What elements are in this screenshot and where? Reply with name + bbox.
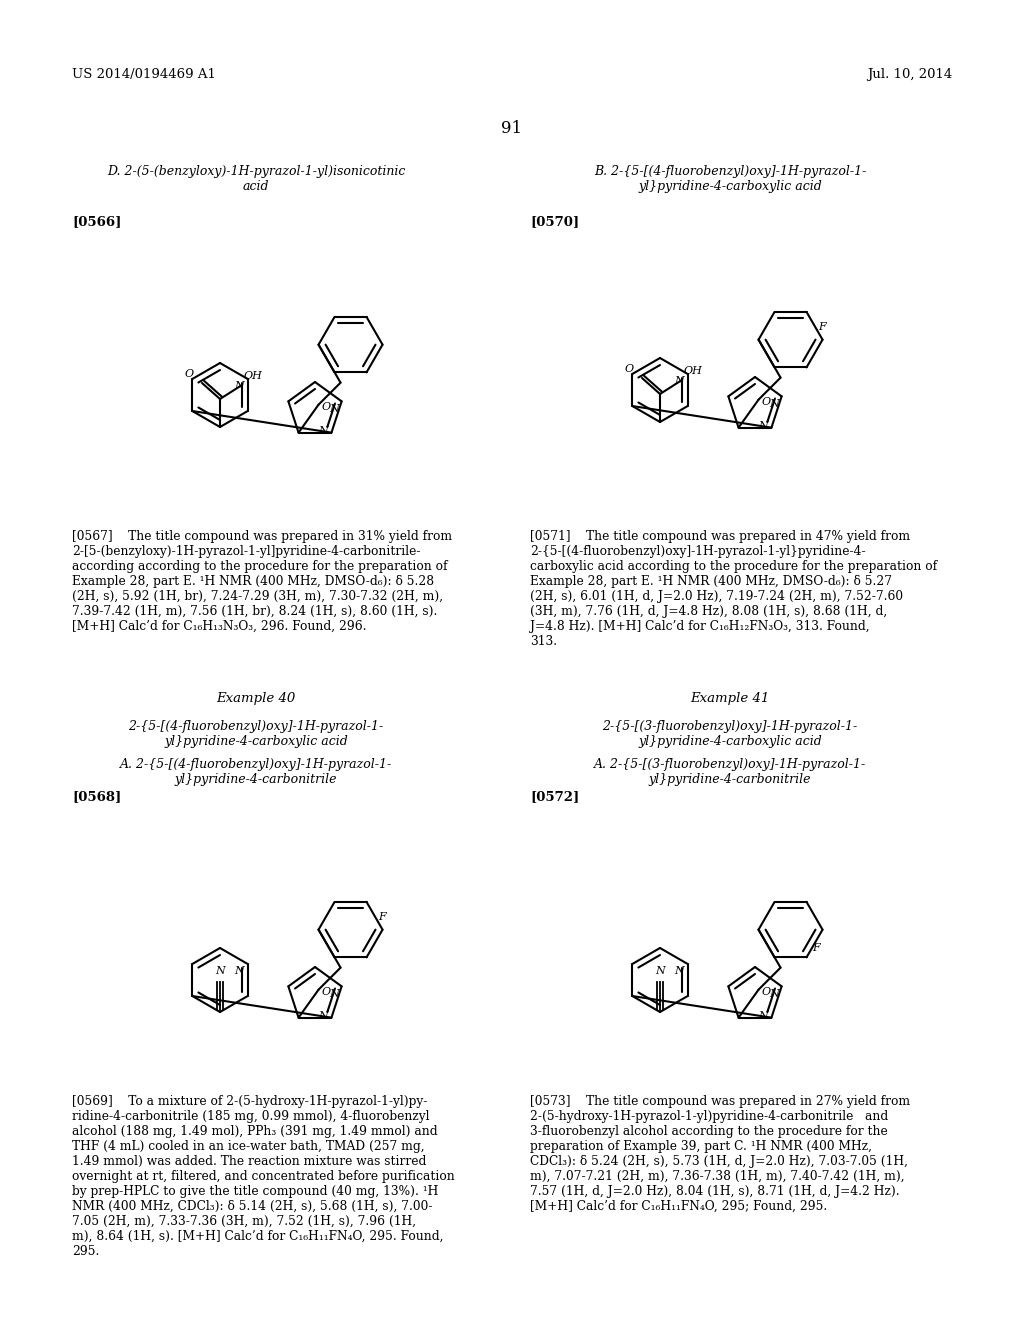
Text: Example 41: Example 41 <box>690 692 770 705</box>
Text: [0566]: [0566] <box>72 215 122 228</box>
Text: N: N <box>759 1011 768 1020</box>
Text: [0568]: [0568] <box>72 789 121 803</box>
Text: 2-{5-[(4-fluorobenzyl)oxy]-1H-pyrazol-1-
yl}pyridine-4-carboxylic acid: 2-{5-[(4-fluorobenzyl)oxy]-1H-pyrazol-1-… <box>128 719 384 748</box>
Text: US 2014/0194469 A1: US 2014/0194469 A1 <box>72 69 216 81</box>
Text: [0569]    To a mixture of 2-(5-hydroxy-1H-pyrazol-1-yl)py-
ridine-4-carbonitrile: [0569] To a mixture of 2-(5-hydroxy-1H-p… <box>72 1096 455 1258</box>
Text: O: O <box>322 401 331 412</box>
Text: OH: OH <box>684 366 702 376</box>
Text: N: N <box>759 421 768 430</box>
Text: 2-{5-[(3-fluorobenzyl)oxy]-1H-pyrazol-1-
yl}pyridine-4-carboxylic acid: 2-{5-[(3-fluorobenzyl)oxy]-1H-pyrazol-1-… <box>602 719 858 748</box>
Text: F: F <box>818 322 826 331</box>
Text: [0572]: [0572] <box>530 789 580 803</box>
Text: N: N <box>215 966 225 975</box>
Text: OH: OH <box>244 371 263 381</box>
Text: N: N <box>674 376 684 385</box>
Text: A. 2-{5-[(4-fluorobenzyl)oxy]-1H-pyrazol-1-
yl}pyridine-4-carbonitrile: A. 2-{5-[(4-fluorobenzyl)oxy]-1H-pyrazol… <box>120 758 392 785</box>
Text: O: O <box>762 986 771 997</box>
Text: N: N <box>769 400 778 409</box>
Text: N: N <box>769 990 778 999</box>
Text: [0571]    The title compound was prepared in 47% yield from
2-{5-[(4-fluorobenzy: [0571] The title compound was prepared i… <box>530 531 937 648</box>
Text: Jul. 10, 2014: Jul. 10, 2014 <box>866 69 952 81</box>
Text: [0573]    The title compound was prepared in 27% yield from
2-(5-hydroxy-1H-pyra: [0573] The title compound was prepared i… <box>530 1096 910 1213</box>
Text: N: N <box>233 966 244 975</box>
Text: N: N <box>318 1011 329 1020</box>
Text: O: O <box>762 396 771 407</box>
Text: N: N <box>318 425 329 436</box>
Text: N: N <box>233 381 244 391</box>
Text: A. 2-{5-[(3-fluorobenzyl)oxy]-1H-pyrazol-1-
yl}pyridine-4-carbonitrile: A. 2-{5-[(3-fluorobenzyl)oxy]-1H-pyrazol… <box>594 758 866 785</box>
Text: N: N <box>674 966 684 975</box>
Text: D. 2-(5-(benzyloxy)-1H-pyrazol-1-yl)isonicotinic
acid: D. 2-(5-(benzyloxy)-1H-pyrazol-1-yl)ison… <box>106 165 406 193</box>
Text: 91: 91 <box>502 120 522 137</box>
Text: N: N <box>329 990 339 999</box>
Text: N: N <box>655 966 665 975</box>
Text: O: O <box>625 364 634 374</box>
Text: F: F <box>812 944 820 953</box>
Text: O: O <box>185 370 194 379</box>
Text: [0570]: [0570] <box>530 215 580 228</box>
Text: F: F <box>379 912 386 921</box>
Text: [0567]    The title compound was prepared in 31% yield from
2-[5-(benzyloxy)-1H-: [0567] The title compound was prepared i… <box>72 531 453 634</box>
Text: O: O <box>322 986 331 997</box>
Text: N: N <box>329 404 339 414</box>
Text: Example 40: Example 40 <box>216 692 296 705</box>
Text: B. 2-{5-[(4-fluorobenzyl)oxy]-1H-pyrazol-1-
yl}pyridine-4-carboxylic acid: B. 2-{5-[(4-fluorobenzyl)oxy]-1H-pyrazol… <box>594 165 866 193</box>
